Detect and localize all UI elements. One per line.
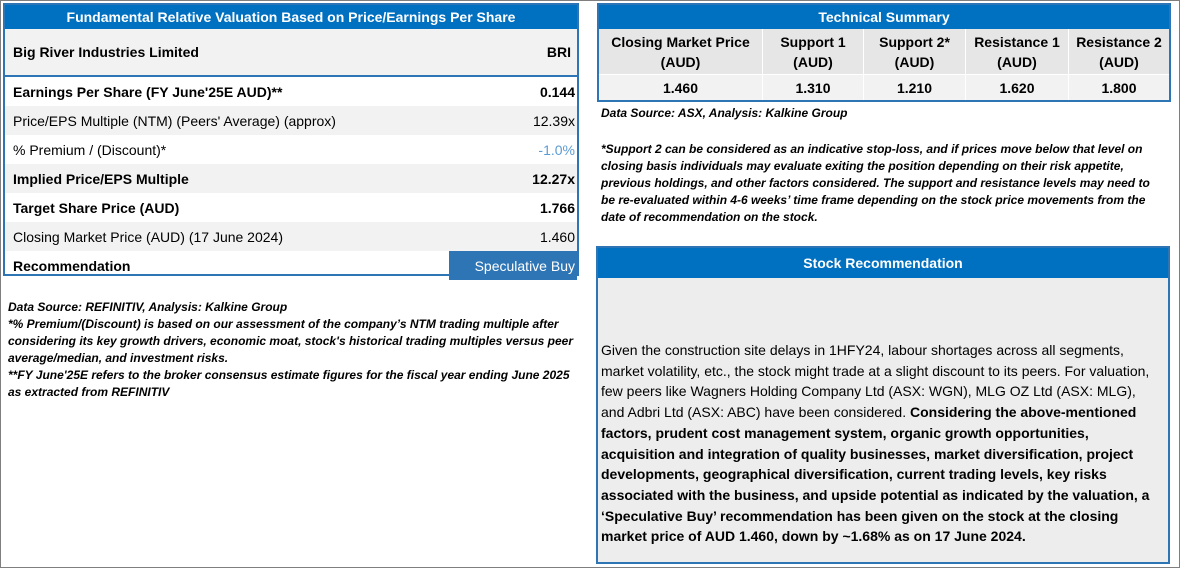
fy-footnote: **FY June'25E refers to the broker conse…	[8, 368, 570, 399]
support-footnote: *Support 2 can be considered as an indic…	[601, 142, 1150, 224]
recommendation-header: Stock Recommendation	[598, 248, 1168, 278]
recommendation-body: Given the construction site delays in 1H…	[601, 340, 1161, 547]
header-unit: (AUD)	[997, 53, 1037, 70]
tech-col-support-1: Support 1 (AUD) 1.310	[763, 29, 864, 100]
header-line: Support 2*	[879, 33, 950, 50]
header-unit: (AUD)	[894, 53, 935, 70]
header-line: Closing Market Price	[611, 33, 750, 50]
table-row-closing-price: Closing Market Price (AUD) (17 June 2024…	[5, 222, 577, 251]
company-name: Big River Industries Limited	[13, 44, 199, 60]
cell-value: 1.800	[1069, 74, 1169, 100]
valuation-header: Fundamental Relative Valuation Based on …	[5, 5, 577, 29]
valuation-notes: Data Source: REFINITIV, Analysis: Kalkin…	[8, 299, 578, 401]
technical-summary-table: Technical Summary Closing Market Price (A…	[597, 3, 1171, 102]
technical-source: Data Source: ASX, Analysis: Kalkine Grou…	[601, 106, 848, 120]
tech-col-resistance-1: Resistance 1 (AUD) 1.620	[966, 29, 1069, 100]
tech-col-support-2: Support 2* (AUD) 1.210	[864, 29, 966, 100]
technical-header: Technical Summary	[599, 5, 1169, 29]
table-row-peer-multiple: Price/EPS Multiple (NTM) (Peers' Average…	[5, 106, 577, 135]
column-header: Resistance 2 (AUD)	[1069, 29, 1169, 74]
premium-footnote: *% Premium/(Discount) is based on our as…	[8, 317, 574, 365]
company-row: Big River Industries Limited BRI	[5, 29, 577, 77]
row-value: 1.766	[539, 199, 575, 216]
header-line: Support 1	[780, 33, 846, 50]
row-label: Target Share Price (AUD)	[13, 199, 180, 216]
header-unit: (AUD)	[793, 53, 833, 70]
row-label: Closing Market Price (AUD) (17 June 2024…	[13, 228, 283, 245]
cell-value: 1.620	[966, 74, 1068, 100]
column-header: Support 1 (AUD)	[763, 29, 863, 74]
row-label: Earnings Per Share (FY June'25E AUD)**	[13, 83, 283, 100]
row-value: 0.144	[539, 83, 575, 100]
row-value: 1.460	[539, 228, 575, 245]
table-row-target-price: Target Share Price (AUD) 1.766	[5, 193, 577, 222]
row-label: Implied Price/EPS Multiple	[13, 170, 189, 187]
header-line: Resistance 2	[1076, 33, 1162, 50]
recommendation-badge: Speculative Buy	[449, 251, 577, 280]
header-unit: (AUD)	[660, 53, 701, 70]
table-row-premium: % Premium / (Discount)* -1.0%	[5, 135, 577, 164]
header-unit: (AUD)	[1099, 53, 1139, 70]
column-header: Support 2* (AUD)	[864, 29, 965, 74]
ticker: BRI	[546, 44, 571, 60]
tech-col-closing: Closing Market Price (AUD) 1.460	[599, 29, 763, 100]
recommendation-text: Given the construction site delays in 1H…	[601, 342, 1150, 421]
cell-value: 1.460	[599, 74, 762, 100]
column-header: Resistance 1 (AUD)	[966, 29, 1068, 74]
row-value: 12.39x	[532, 112, 575, 129]
cell-value: 1.210	[864, 74, 965, 100]
table-row-eps: Earnings Per Share (FY June'25E AUD)** 0…	[5, 77, 577, 106]
cell-value: 1.310	[763, 74, 863, 100]
valuation-table: Fundamental Relative Valuation Based on …	[3, 3, 579, 280]
column-header: Closing Market Price (AUD)	[599, 29, 762, 74]
row-value: -1.0%	[538, 141, 575, 158]
tech-col-resistance-2: Resistance 2 (AUD) 1.800	[1069, 29, 1169, 100]
stock-recommendation-panel: Stock Recommendation Given the construct…	[596, 246, 1170, 564]
recommendation-conclusion: Considering the above-mentioned factors,…	[601, 404, 1150, 545]
row-label: % Premium / (Discount)*	[13, 141, 167, 158]
row-label: Price/EPS Multiple (NTM) (Peers' Average…	[13, 112, 336, 129]
technical-grid: Closing Market Price (AUD) 1.460 Support …	[599, 29, 1169, 100]
row-value: 12.27x	[532, 170, 575, 187]
table-row-implied-multiple: Implied Price/EPS Multiple 12.27x	[5, 164, 577, 193]
row-label: Recommendation	[13, 257, 131, 274]
header-line: Resistance 1	[974, 33, 1060, 50]
table-row-recommendation: Recommendation Speculative Buy	[5, 251, 577, 280]
valuation-source: Data Source: REFINITIV, Analysis: Kalkin…	[8, 300, 288, 314]
